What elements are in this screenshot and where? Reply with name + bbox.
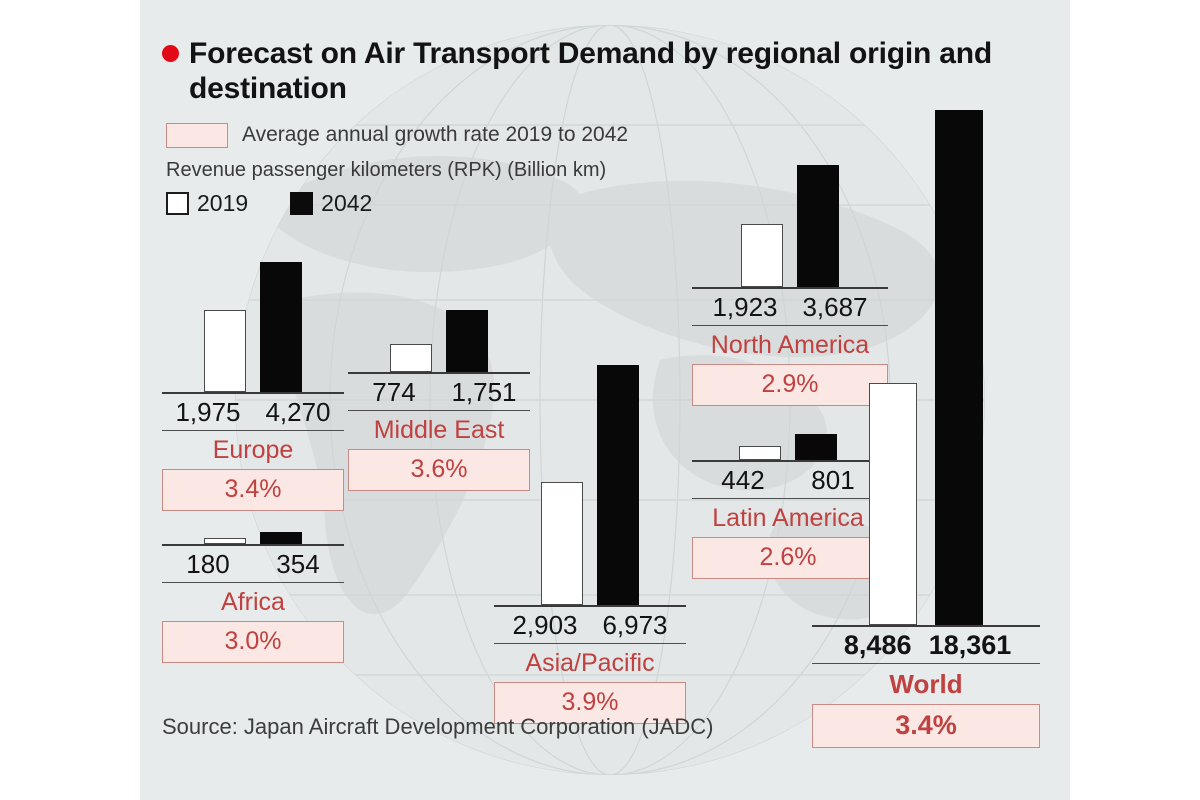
value-2019: 774 bbox=[372, 377, 416, 407]
growth-rate-box: 3.4% bbox=[162, 469, 344, 511]
bars-asia-pacific bbox=[494, 365, 686, 605]
bars-africa bbox=[162, 530, 344, 544]
growth-rate-box: 3.4% bbox=[812, 704, 1040, 748]
region-label: Asia/Pacific bbox=[525, 649, 655, 677]
bar-2042 bbox=[260, 532, 302, 544]
growth-rate-value: 2.6% bbox=[759, 543, 817, 571]
growth-rate-swatch-icon bbox=[166, 122, 228, 148]
bar-2019 bbox=[541, 482, 583, 605]
bar-2042 bbox=[446, 310, 488, 372]
growth-rate-value: 3.4% bbox=[895, 710, 957, 740]
growth-rate-value: 2.9% bbox=[761, 370, 819, 398]
growth-rate-legend: Average annual growth rate 2019 to 2042 bbox=[166, 122, 1042, 148]
bars-middle-east bbox=[348, 310, 530, 372]
bars-europe bbox=[162, 262, 344, 392]
bar-2019 bbox=[741, 224, 783, 287]
values-row: 2,903 6,973 bbox=[494, 607, 686, 643]
value-2019: 8,486 bbox=[843, 630, 912, 660]
bar-2019 bbox=[204, 310, 246, 392]
title-row: Forecast on Air Transport Demand by regi… bbox=[162, 36, 1042, 107]
growth-rate-value: 3.6% bbox=[410, 455, 468, 483]
value-2019: 1,975 bbox=[175, 397, 241, 427]
region-label: Europe bbox=[212, 436, 294, 464]
legend-swatch-2019-icon bbox=[166, 191, 189, 215]
value-2042: 18,361 bbox=[928, 630, 1012, 660]
bar-2019 bbox=[739, 446, 781, 460]
year-legend: 2019 2042 bbox=[166, 190, 1042, 217]
values-row: 1,975 4,270 bbox=[162, 394, 344, 430]
growth-rate-value: 3.0% bbox=[224, 627, 282, 655]
value-2042: 4,270 bbox=[265, 397, 331, 427]
value-2019: 442 bbox=[721, 465, 765, 495]
value-2042: 6,973 bbox=[602, 610, 668, 640]
region-label: Africa bbox=[221, 588, 285, 616]
value-2019: 2,903 bbox=[512, 610, 578, 640]
growth-rate-value: 3.9% bbox=[561, 688, 619, 716]
infographic-panel: Forecast on Air Transport Demand by regi… bbox=[140, 0, 1070, 800]
bar-2019 bbox=[390, 344, 432, 372]
red-bullet-icon bbox=[162, 45, 179, 62]
growth-rate-box: 3.0% bbox=[162, 621, 344, 663]
value-2019: 1,923 bbox=[712, 292, 778, 322]
values-row: 180 354 bbox=[162, 546, 344, 582]
source-note: Source: Japan Aircraft Development Corpo… bbox=[162, 714, 714, 739]
values-row: 8,486 18,361 bbox=[812, 627, 1040, 663]
legend-swatch-2042-icon bbox=[290, 191, 314, 215]
group-africa: 180 354 Africa 3.0% bbox=[162, 530, 344, 663]
value-2019: 180 bbox=[186, 549, 230, 579]
group-asia-pacific: 2,903 6,973 Asia/Pacific 3.9% bbox=[494, 365, 686, 724]
legend-label-2019: 2019 bbox=[197, 189, 249, 216]
legend-label-2042: 2042 bbox=[321, 189, 373, 216]
growth-rate-legend-label: Average annual growth rate 2019 to 2042 bbox=[242, 123, 629, 147]
value-2042: 354 bbox=[276, 549, 320, 579]
rpk-unit-label: Revenue passenger kilometers (RPK) (Bill… bbox=[166, 158, 607, 181]
page-title: Forecast on Air Transport Demand by regi… bbox=[189, 37, 993, 106]
bar-2042 bbox=[597, 365, 639, 605]
header: Forecast on Air Transport Demand by regi… bbox=[162, 36, 1042, 217]
bar-2019 bbox=[869, 383, 917, 625]
growth-rate-value: 3.4% bbox=[224, 475, 282, 503]
group-europe: 1,975 4,270 Europe 3.4% bbox=[162, 262, 344, 511]
bar-2019 bbox=[204, 538, 246, 544]
region-label: World bbox=[889, 669, 963, 699]
bar-2042 bbox=[260, 262, 302, 392]
